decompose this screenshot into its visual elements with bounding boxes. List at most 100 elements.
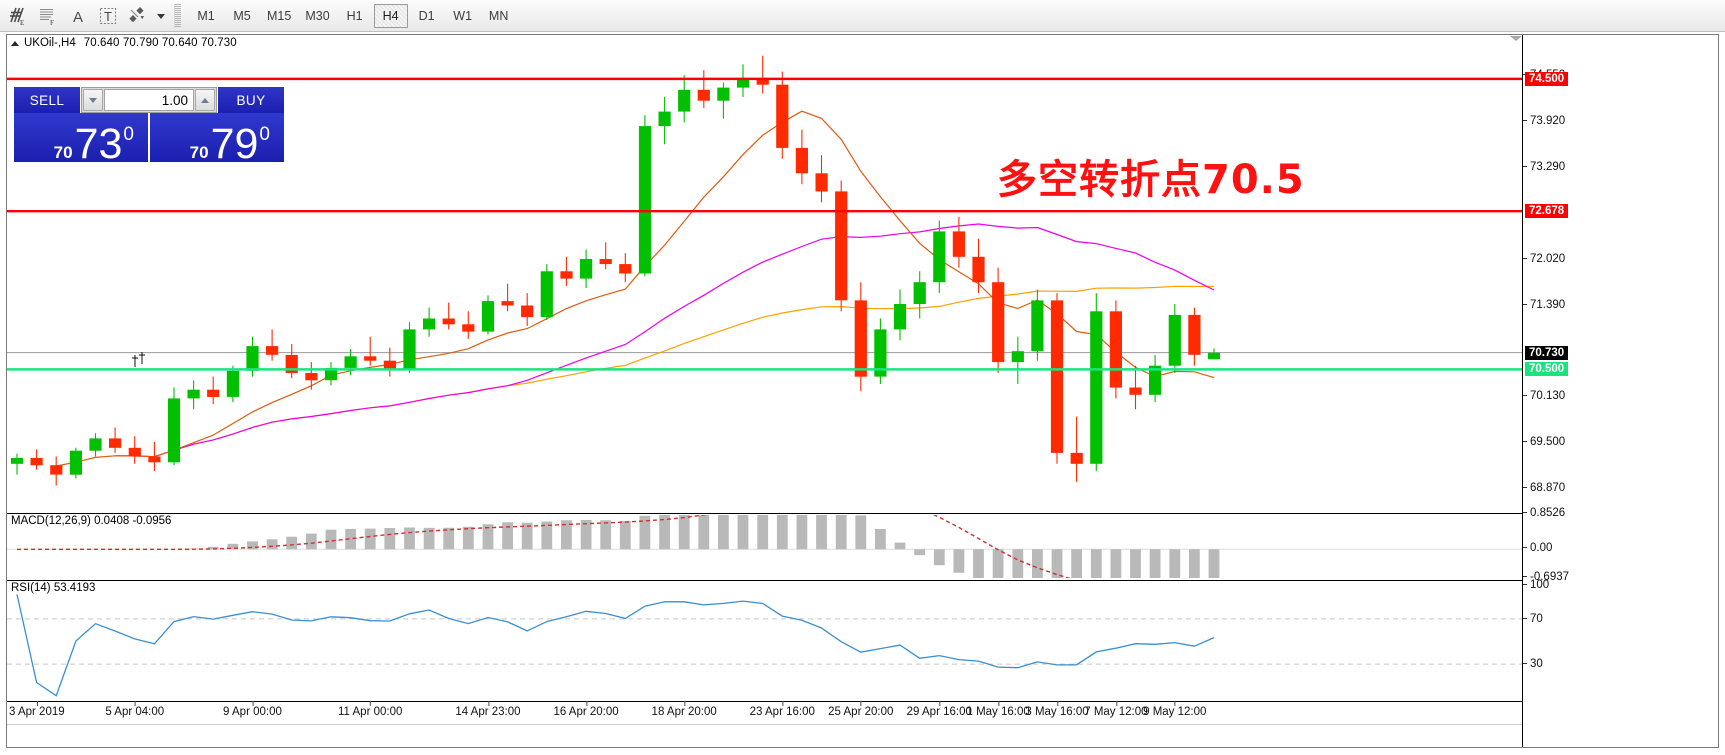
price-badge-72.678: 72.678 xyxy=(1525,204,1569,219)
time-tick-mark xyxy=(252,701,254,706)
timeframe-button-m5[interactable]: M5 xyxy=(233,8,251,23)
grid-periods-icon[interactable]: F xyxy=(34,2,62,30)
chart-window: UKOil-,H4 70.640 70.790 70.640 70.730 MA… xyxy=(6,34,1719,748)
order-panel-quotes: 70 73 0 70 79 0 xyxy=(14,113,284,166)
time-tick: 3 Apr 2019 xyxy=(9,701,65,718)
time-tick-mark xyxy=(860,701,862,706)
timeframe-button-w1[interactable]: W1 xyxy=(453,8,473,23)
time-tick-mark xyxy=(1174,701,1176,706)
bid-price-main: 73 xyxy=(74,120,123,168)
timeframe-button-h1[interactable]: H1 xyxy=(346,8,363,23)
time-tick: 9 Apr 00:00 xyxy=(223,701,282,718)
price-tick-73.920: 73.920 xyxy=(1523,115,1565,127)
rsi-tick-100: 100 xyxy=(1523,579,1549,591)
volume-stepper[interactable]: 1.00 xyxy=(81,87,217,113)
chart-annotation-text: 多空转折点70.5 xyxy=(997,157,1305,203)
bid-price-tile[interactable]: 70 73 0 xyxy=(14,113,148,166)
timeframe-button-m15[interactable]: M15 xyxy=(267,8,292,23)
symbol-header: UKOil-,H4 70.640 70.790 70.640 70.730 xyxy=(7,35,1718,51)
ask-price-prefix: 70 xyxy=(189,143,209,162)
one-click-trading-panel: SELL 1.00 BUY 70 73 0 xyxy=(14,87,284,166)
volume-increase-button[interactable] xyxy=(195,89,215,111)
price-pane[interactable] xyxy=(7,52,1522,511)
time-tick: 25 Apr 20:00 xyxy=(828,701,893,718)
price-tick-69.500: 69.500 xyxy=(1523,436,1565,448)
toolbar-drag-handle[interactable] xyxy=(174,3,181,28)
macd-tick--0.6937: -0.6937 xyxy=(1523,571,1569,583)
time-tick-mark xyxy=(782,701,784,706)
drawing-tools-icon[interactable] xyxy=(124,2,152,30)
time-tick: 3 May 16:00 xyxy=(1025,701,1089,718)
buy-button[interactable]: BUY xyxy=(218,87,284,113)
time-tick-mark xyxy=(684,701,686,706)
macd-pane[interactable]: MACD(12,26,9) 0.0408 -0.0956 xyxy=(7,513,1522,578)
rsi-pane[interactable]: RSI(14) 53.4193 xyxy=(7,580,1522,702)
svg-text:T: T xyxy=(104,9,112,24)
price-chart-canvas xyxy=(7,55,1522,486)
rsi-label: RSI(14) 53.4193 xyxy=(11,582,99,594)
price-tick-70.130: 70.130 xyxy=(1523,390,1565,402)
chevron-up-icon xyxy=(201,97,209,103)
rsi-canvas xyxy=(7,594,1522,697)
ask-price-tile[interactable]: 70 79 0 xyxy=(150,113,284,166)
price-badge-74.500: 74.500 xyxy=(1525,71,1569,86)
time-tick-mark xyxy=(998,701,1000,706)
time-tick: 9 May 12:00 xyxy=(1143,701,1206,718)
time-tick: 16 Apr 20:00 xyxy=(553,701,619,718)
time-tick-mark xyxy=(1057,701,1059,706)
time-tick-mark xyxy=(1115,701,1117,706)
timeframe-button-m30[interactable]: M30 xyxy=(305,8,330,23)
svg-text:F: F xyxy=(50,19,54,27)
macd-label: MACD(12,26,9) 0.0408 -0.0956 xyxy=(11,515,175,527)
chart-toolbar: E F A T xyxy=(0,0,1725,32)
price-axis[interactable]: 74.55073.92073.29072.02071.39070.13069.5… xyxy=(1522,35,1718,747)
time-tick: 7 May 12:00 xyxy=(1084,701,1148,718)
price-badge-70.730: 70.730 xyxy=(1525,345,1569,360)
symbol-period-label: UKOil-,H4 xyxy=(24,37,76,49)
ask-price-main: 79 xyxy=(210,120,259,168)
macd-tick-0.00: 0.00 xyxy=(1523,542,1552,554)
rsi-tick-70: 70 xyxy=(1523,613,1543,625)
ohlc-values: 70.640 70.790 70.640 70.730 xyxy=(83,37,237,49)
rsi-tick-30: 30 xyxy=(1523,658,1543,670)
expand-caret-icon[interactable] xyxy=(11,40,19,46)
time-tick: 1 May 16:00 xyxy=(966,701,1030,718)
bid-price-prefix: 70 xyxy=(53,143,73,162)
time-tick-mark xyxy=(370,701,372,706)
timeframe-button-m1[interactable]: M1 xyxy=(197,8,215,23)
time-tick-mark xyxy=(487,701,489,706)
time-tick: 23 Apr 16:00 xyxy=(750,701,815,718)
time-tick: 11 Apr 00:00 xyxy=(338,701,402,718)
time-tick-mark xyxy=(134,701,136,706)
price-tick-71.390: 71.390 xyxy=(1523,299,1565,311)
time-tick-mark xyxy=(586,701,588,706)
collapse-arrow-icon[interactable] xyxy=(1510,36,1522,41)
volume-input[interactable]: 1.00 xyxy=(104,89,194,111)
bid-price-fraction: 0 xyxy=(123,124,134,145)
price-tick-73.290: 73.290 xyxy=(1523,161,1565,173)
chevron-down-icon[interactable] xyxy=(154,2,168,30)
macd-canvas xyxy=(7,514,1522,578)
time-tick: 5 Apr 04:00 xyxy=(105,701,164,718)
timeframe-group: M1 M5 M15 M30 H1 H4 D1 W1 MN xyxy=(188,3,517,28)
time-tick-mark xyxy=(36,701,38,706)
time-tick: 14 Apr 23:00 xyxy=(455,701,521,718)
chevron-down-icon xyxy=(89,97,97,103)
macd-tick-0.8526: 0.8526 xyxy=(1523,507,1565,519)
sell-button[interactable]: SELL xyxy=(14,87,80,113)
time-axis-line xyxy=(7,724,1522,725)
text-object-icon[interactable]: T xyxy=(94,2,122,30)
time-axis[interactable]: 3 Apr 2019 5 Apr 04:00 9 Apr 00:00 11 Apr 0… xyxy=(7,701,1522,747)
price-tick-68.870: 68.870 xyxy=(1523,482,1565,494)
timeframe-button-h4[interactable]: H4 xyxy=(373,3,408,28)
text-label-icon[interactable]: A xyxy=(64,2,92,30)
timeframe-button-d1[interactable]: D1 xyxy=(418,8,435,23)
indicators-icon[interactable]: E xyxy=(4,2,32,30)
time-tick: 18 Apr 20:00 xyxy=(652,701,717,718)
ask-price-fraction: 0 xyxy=(259,124,270,145)
price-tick-72.020: 72.020 xyxy=(1523,253,1565,265)
price-badge-70.500: 70.500 xyxy=(1525,362,1569,377)
volume-decrease-button[interactable] xyxy=(83,89,103,111)
timeframe-button-mn[interactable]: MN xyxy=(488,8,509,23)
